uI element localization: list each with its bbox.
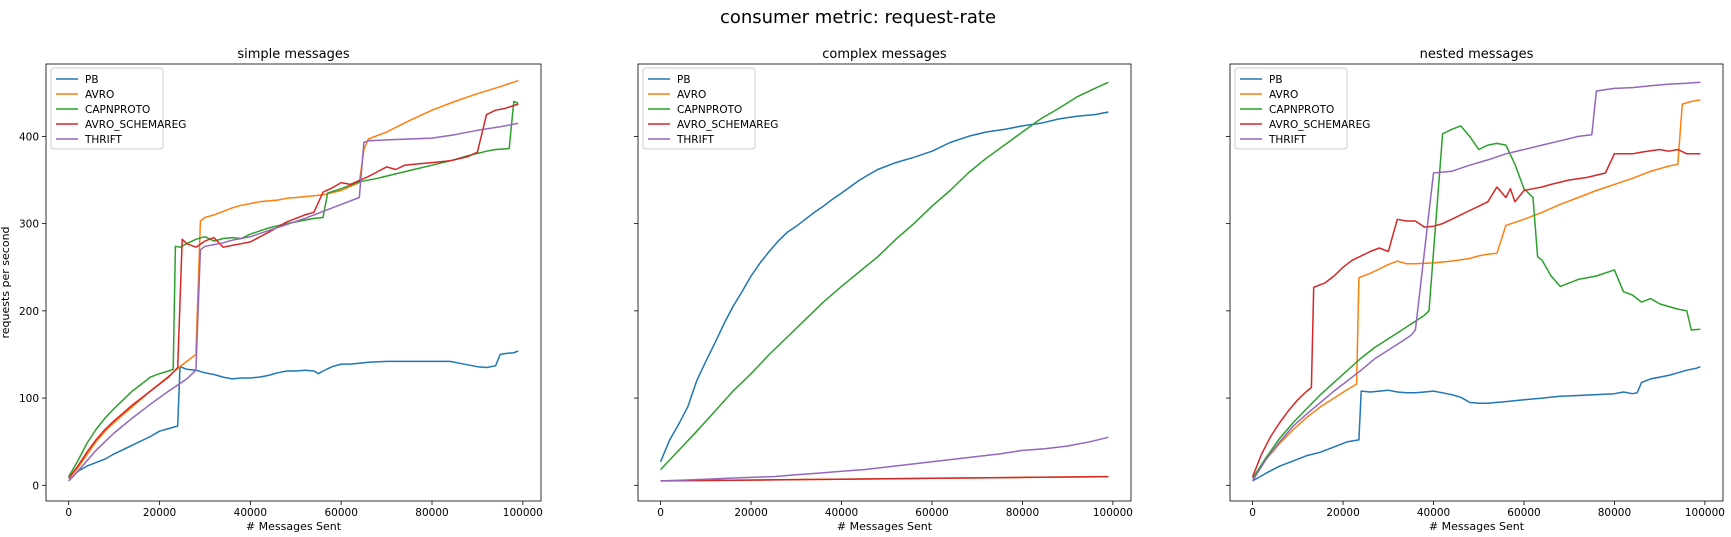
series-line-capnproto: [1251, 125, 1701, 479]
plot-frame: [1229, 63, 1724, 502]
x-tick-label: 40000: [234, 507, 267, 519]
x-tick-label: 100000: [503, 507, 543, 519]
legend-label-thrift: THRIFT: [84, 134, 123, 146]
legend-label-avro: AVRO: [1269, 89, 1298, 101]
legend-label-thrift: THRIFT: [1268, 134, 1307, 146]
series-line-capnproto: [660, 81, 1109, 471]
series-line-avro: [1251, 99, 1701, 479]
y-axis-label: requests per second: [0, 226, 12, 338]
x-tick-label: 60000: [915, 507, 948, 519]
legend-label-capnproto: CAPNPROTO: [1269, 104, 1334, 116]
panel-title: complex messages: [822, 47, 947, 62]
panel-nested-messages: nested messages 0 20000 40000 60000 80000 1000…: [1226, 47, 1725, 533]
series-line-pb: [68, 350, 519, 482]
figure-title: consumer metric: request-rate: [720, 7, 996, 28]
x-tick-label: 100000: [1093, 507, 1133, 519]
y-tick-label: 100: [19, 393, 39, 405]
x-tick-label: 0: [65, 507, 72, 519]
x-tick-label: 0: [657, 507, 664, 519]
panel-complex-messages: complex messages 0 20000 40000 60000 80000 100…: [634, 47, 1133, 533]
y-tick-label: 0: [32, 480, 39, 492]
legend-label-pb: PB: [85, 74, 99, 86]
plot-frame: [637, 63, 1132, 502]
series-line-thrift: [660, 436, 1109, 482]
series-line-thrift: [1251, 81, 1701, 482]
legend-label-avro-schemareg: AVRO_SCHEMAREG: [677, 119, 778, 131]
x-tick-label: 40000: [825, 507, 858, 519]
x-tick-label: 20000: [734, 507, 767, 519]
x-tick-label: 20000: [1326, 507, 1359, 519]
legend-label-capnproto: CAPNPROTO: [85, 104, 150, 116]
legend: PB AVRO CAPNPROTO AVRO_SCHEMAREG THRIFT: [50, 67, 186, 150]
plot-frame: [45, 63, 542, 502]
legend-box: [1234, 67, 1348, 150]
x-tick-label: 40000: [1417, 507, 1450, 519]
legend-label-pb: PB: [677, 74, 691, 86]
x-axis-label: # Messages Sent: [1429, 520, 1525, 533]
x-tick-label: 20000: [143, 507, 176, 519]
x-tick-label: 80000: [415, 507, 448, 519]
series-line-avro: [68, 79, 519, 479]
legend-label-avro: AVRO: [85, 89, 114, 101]
panel-title: simple messages: [237, 47, 349, 62]
x-tick-label: 0: [1249, 507, 1256, 519]
panel-title: nested messages: [1420, 47, 1534, 62]
legend-label-avro-schemareg: AVRO_SCHEMAREG: [1269, 119, 1370, 131]
legend-label-capnproto: CAPNPROTO: [677, 104, 742, 116]
series-line-avro-schemareg: [1251, 148, 1701, 477]
series-line-capnproto: [68, 100, 519, 477]
legend-label-thrift: THRIFT: [676, 134, 715, 146]
x-axis-label: # Messages Sent: [837, 520, 933, 533]
legend-label-pb: PB: [1269, 74, 1283, 86]
x-tick-label: 60000: [324, 507, 357, 519]
series-line-pb: [1252, 365, 1701, 482]
y-tick-label: 200: [19, 306, 39, 318]
series-line-pb: [659, 111, 1109, 462]
legend: PB AVRO CAPNPROTO AVRO_SCHEMAREG THRIFT: [642, 67, 778, 150]
series-line-avro-schemareg: [660, 475, 1109, 482]
y-tick-label: 400: [19, 131, 39, 143]
x-tick-label: 80000: [1006, 507, 1039, 519]
legend-label-avro: AVRO: [677, 89, 706, 101]
series-line-thrift: [68, 122, 519, 482]
x-axis-label: # Messages Sent: [246, 520, 342, 533]
legend-label-avro-schemareg: AVRO_SCHEMAREG: [85, 119, 186, 131]
legend: PB AVRO CAPNPROTO AVRO_SCHEMAREG THRIFT: [1234, 67, 1370, 150]
x-tick-label: 100000: [1685, 507, 1725, 519]
legend-box: [642, 67, 756, 150]
x-tick-label: 80000: [1598, 507, 1631, 519]
y-tick-label: 300: [19, 219, 39, 231]
x-tick-label: 60000: [1507, 507, 1540, 519]
legend-box: [50, 67, 164, 150]
